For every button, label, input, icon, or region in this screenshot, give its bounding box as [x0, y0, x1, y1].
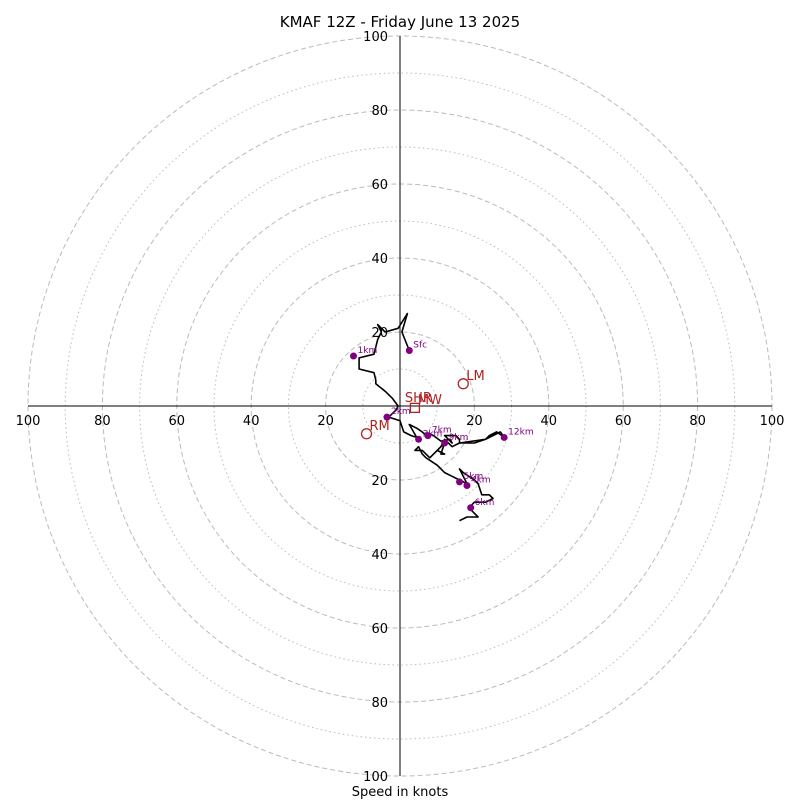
storm-motion-label: SHR — [405, 391, 432, 406]
height-marker-label: 4km — [471, 476, 491, 486]
height-marker-label: 1km — [358, 346, 378, 356]
height-marker-point — [463, 482, 471, 490]
height-marker-point — [350, 352, 357, 360]
x-tick-label: 40 — [541, 414, 558, 429]
storm-motion-marker — [360, 428, 373, 440]
x-tick-label: 40 — [243, 414, 260, 429]
x-tick-label: 60 — [615, 414, 632, 429]
x-tick-label: 100 — [760, 414, 785, 429]
storm-motion-label: LM — [466, 369, 484, 384]
height-marker-point — [500, 433, 508, 441]
storm-motion-label: MW — [418, 393, 442, 408]
height-marker-point — [415, 435, 423, 443]
height-marker-point — [456, 478, 464, 486]
height-marker-point — [405, 347, 413, 354]
height-marker-label: 12km — [508, 427, 533, 437]
height-marker-label: 2km — [391, 407, 411, 417]
y-tick-label: 100 — [363, 30, 388, 45]
y-tick-label: 80 — [371, 696, 388, 711]
height-marker-point — [383, 413, 391, 421]
height-marker-label: 3km — [423, 429, 443, 439]
height-marker-label: 7km — [432, 426, 452, 436]
storm-motion-label: RM — [370, 419, 390, 434]
x-tick-label: 20 — [317, 414, 334, 429]
axes — [28, 36, 772, 776]
height-marker-point — [441, 439, 449, 447]
x-tick-label: 20 — [466, 414, 483, 429]
y-tick-label: 60 — [371, 622, 388, 637]
y-tick-label: 40 — [371, 252, 388, 267]
y-tick-label: 40 — [371, 548, 388, 563]
x-tick-label: 80 — [94, 414, 111, 429]
chart-title: KMAF 12Z - Friday June 13 2025 — [280, 13, 520, 31]
x-tick-label: 60 — [169, 414, 186, 429]
height-marker-point — [424, 432, 432, 440]
y-tick-label: 60 — [371, 178, 388, 193]
x-tick-label: 100 — [16, 414, 41, 429]
storm-motion-marker — [457, 378, 469, 390]
y-tick-label: 100 — [363, 770, 388, 785]
height-marker-label: 6km — [475, 498, 495, 508]
storm-motion-marker — [409, 402, 421, 414]
x-axis-label: Speed in knots — [352, 785, 449, 800]
height-marker-label: 9km — [449, 433, 469, 443]
y-tick-label: 20 — [371, 474, 388, 489]
height-marker-label: Sfc — [413, 341, 427, 351]
y-tick-label: 80 — [371, 104, 388, 119]
height-marker-point — [467, 504, 475, 512]
height-marker-label: 5km — [464, 472, 484, 482]
tick-labels: 100 80 60 40 20 20 40 60 80 100100806040202040608… — [16, 30, 785, 785]
x-tick-label: 80 — [689, 414, 706, 429]
